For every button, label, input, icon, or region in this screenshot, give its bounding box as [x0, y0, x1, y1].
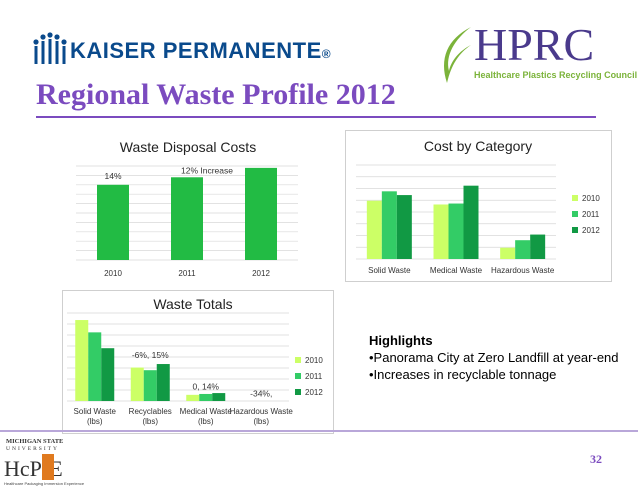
legend-swatch [295, 357, 301, 363]
x-tick-label: 2010 [104, 269, 122, 278]
highlight-item: •Panorama City at Zero Landfill at year-… [369, 350, 619, 365]
bar-2012 [530, 234, 546, 259]
bar-2011 [381, 191, 397, 259]
bar-2010 [366, 200, 382, 259]
bar-2010 [75, 320, 89, 401]
legend-label: 2012 [305, 388, 323, 397]
hprc-logo [437, 25, 607, 87]
bar-2011 [448, 203, 464, 259]
leaf-icon [444, 27, 471, 83]
hprc-subtitle: Healthcare Plastics Recycling Council [474, 70, 638, 80]
annotation-label: -34%, [250, 389, 272, 399]
x-tick-label: Medical Waste [430, 266, 483, 275]
x-tick-label: Recyclables [129, 407, 172, 416]
kaiser-permanente-logo [32, 32, 332, 72]
msu-line1: MICHIGAN STATE [6, 438, 64, 445]
bar-2012 [212, 393, 226, 401]
waste-totals-chart: Waste Totals Solid Waste (lbs) Recyclables(… [62, 290, 334, 434]
chart-title: Waste Disposal Costs [120, 139, 256, 155]
cost-by-category-chart: Cost by Category Solid Waste Medical Waste… [345, 130, 612, 282]
bar-2012 [245, 167, 277, 260]
x-tick-label: (lbs) [253, 417, 269, 426]
bar-2012 [396, 195, 412, 259]
x-tick-label: 2011 [178, 269, 196, 278]
x-tick-label: Hazardous Waste [491, 266, 555, 275]
highlight-item: •Increases in recyclable tonnage [369, 367, 557, 382]
bar-2011 [171, 177, 203, 260]
annotation-label: 12% Increase [181, 165, 233, 175]
hprc-logo-text: HPRC [474, 19, 595, 70]
legend-label: 2011 [305, 372, 323, 381]
annotation-label: -6%, 15% [132, 350, 169, 360]
bar-2011 [199, 393, 213, 401]
kp-logo-text: KAISER PERMANENTE® [70, 38, 332, 63]
title-underline [36, 116, 596, 118]
chart-title: Waste Totals [153, 296, 232, 312]
page-number: 32 [590, 452, 602, 466]
highlights-heading: Highlights [369, 333, 433, 348]
highlights-box: Highlights •Panorama City at Zero Landfi… [369, 332, 619, 383]
x-tick-label: Solid Waste [368, 266, 411, 275]
annotation-label: 0, 14% [193, 382, 220, 392]
bar-2012 [101, 348, 115, 401]
msu-line2: UNIVERSITY [6, 446, 59, 452]
hcpie-accent [42, 454, 54, 480]
bar-2012 [156, 364, 170, 401]
waste-disposal-chart: Waste Disposal Costs 2010 2011 2012 14% 12% I… [58, 130, 308, 280]
hcpie-subtitle: Healthcare Packaging Immersion Experienc… [4, 481, 85, 486]
legend-swatch [572, 227, 578, 233]
kp-symbol-icon [33, 32, 67, 64]
x-tick-label: 2012 [252, 269, 270, 278]
x-tick-label: (lbs) [87, 417, 103, 426]
legend-swatch [572, 211, 578, 217]
bar-2011 [143, 370, 157, 401]
footer-rule [0, 430, 638, 432]
x-tick-label: Hazardous Waste [230, 407, 294, 416]
bar-2011 [515, 240, 531, 259]
x-tick-label: (lbs) [198, 417, 214, 426]
page-title: Regional Waste Profile 2012 [36, 78, 396, 111]
bar-2012 [463, 185, 479, 259]
legend-swatch [572, 195, 578, 201]
msu-hcpie-logo: MICHIGAN STATE UNIVERSITY HcPIE Healthca… [0, 434, 84, 493]
x-tick-label: Medical Waste [180, 407, 233, 416]
x-tick-label: (lbs) [142, 417, 158, 426]
bar-2010 [500, 247, 516, 259]
bar-2010 [433, 204, 449, 259]
legend-swatch [295, 373, 301, 379]
annotation-label: 14% [104, 171, 121, 181]
legend-label: 2011 [582, 210, 600, 219]
x-tick-label: Solid Waste [74, 407, 117, 416]
chart-title: Cost by Category [424, 138, 532, 154]
bar-2010 [186, 394, 200, 401]
bar-2011 [88, 332, 102, 401]
bar-2010 [97, 184, 129, 260]
legend-label: 2012 [582, 226, 600, 235]
legend-label: 2010 [305, 356, 323, 365]
legend-label: 2010 [582, 194, 600, 203]
legend-swatch [295, 389, 301, 395]
bar-2010 [130, 367, 144, 401]
